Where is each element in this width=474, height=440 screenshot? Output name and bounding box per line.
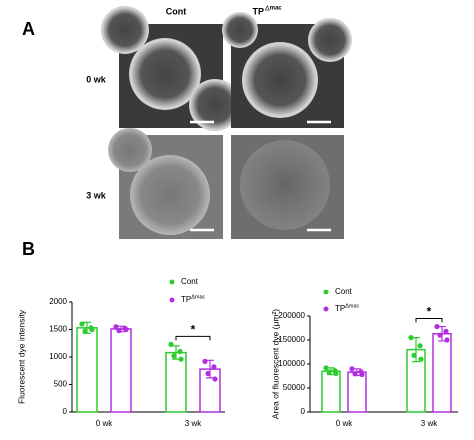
data-point [444,337,450,343]
y-tick-label: 150000 [278,335,305,344]
legend-label-superscript: Δmac [345,303,359,309]
data-point [443,328,449,334]
x-tick-label: 0 wk [96,419,113,428]
bar [432,333,452,413]
data-point [177,348,183,355]
micrograph [222,12,352,128]
bar [110,328,132,413]
legend-label-superscript: Δmac [191,294,205,300]
y-tick-label: 1000 [49,352,67,361]
data-point [168,341,174,347]
column-label: Cont [166,6,187,16]
panel-label: B [22,239,35,259]
data-point [349,366,355,372]
legend-label: TP [181,295,191,304]
significance-bracket [415,318,443,323]
data-point [205,370,211,377]
bar [165,351,187,413]
data-point [178,356,184,362]
data-point [326,369,332,375]
significance-bracket [175,335,211,341]
y-axis-title: Fluorescent dye intensity [16,309,26,404]
y-tick-label: 100000 [278,359,305,368]
legend-marker [323,289,329,295]
y-axis-title: Area of fluorescent dye (μm²) [270,309,280,419]
micrograph [108,128,223,239]
y-tick-label: 500 [54,380,68,389]
legend-label: Cont [181,277,199,286]
data-point [437,332,443,338]
legend-marker [169,279,175,285]
y-tick-label: 0 [63,407,68,416]
micrograph [101,6,241,131]
x-tick-label: 3 wk [421,419,438,428]
data-point [323,365,329,371]
x-tick-label: 0 wk [336,419,353,428]
bar [76,327,98,413]
legend-label: Cont [335,287,353,296]
panel-label: A [22,19,35,39]
legend-marker [323,306,329,312]
data-point [79,321,85,327]
data-point [418,356,424,362]
data-point [408,335,414,341]
y-tick-label: 200000 [278,311,305,320]
data-point [89,326,95,333]
bar [347,371,367,413]
significance-label: * [191,323,196,337]
data-point [359,371,365,378]
legend-label: TP [335,304,345,313]
data-point [171,353,177,359]
data-point [417,343,423,349]
data-point [212,376,218,382]
data-point [123,326,129,333]
data-point [211,364,217,370]
column-label: TP [252,6,264,16]
data-point [352,371,358,377]
y-tick-label: 1500 [49,325,67,334]
data-point [202,358,208,364]
data-point [113,324,119,330]
significance-label: * [427,305,432,319]
y-tick-label: 50000 [283,383,306,392]
column-label-superscript: △mac [264,5,282,12]
data-point [82,328,88,334]
y-tick-label: 0 [301,407,306,416]
data-point [411,352,417,358]
y-tick-label: 2000 [49,297,67,306]
data-point [333,371,339,377]
micrograph [231,135,344,239]
row-label: 0 wk [86,74,107,84]
legend-marker [169,297,175,303]
x-tick-label: 3 wk [185,419,202,428]
bar [321,370,341,413]
data-point [434,323,440,330]
data-point [116,328,122,334]
row-label: 3 wk [86,190,107,200]
